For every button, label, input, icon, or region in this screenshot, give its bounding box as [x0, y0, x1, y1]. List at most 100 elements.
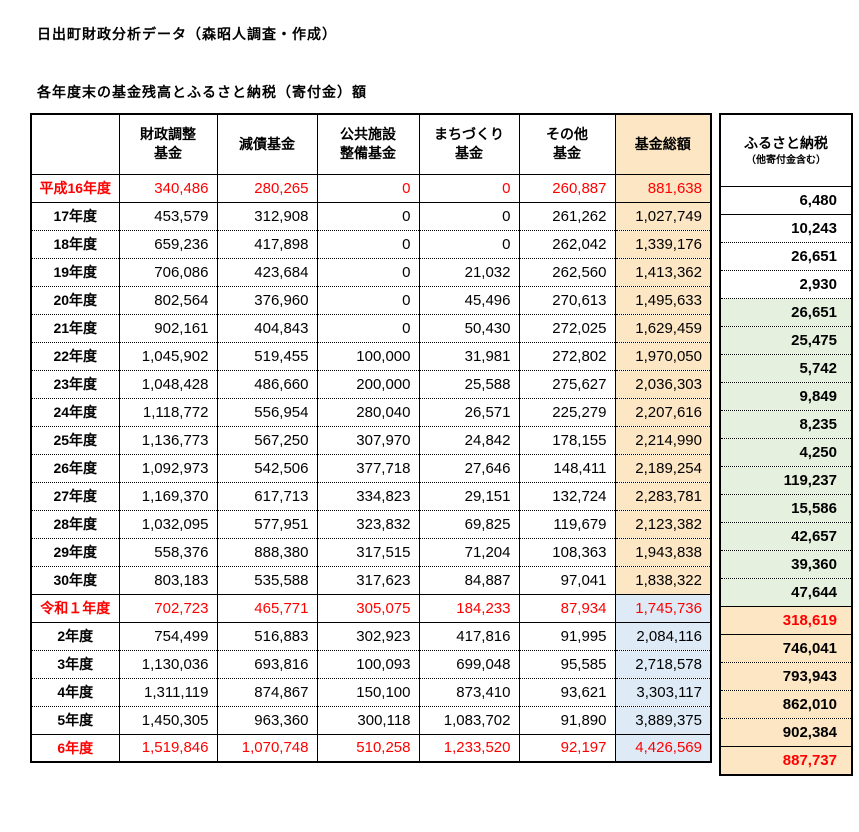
funds-table-body: 平成16年度 340,486 280,265 0 0 260,887 881,638 17年度…	[31, 174, 711, 762]
furusato-row: 15,586	[720, 494, 852, 524]
fund-value-cell: 97,041	[519, 566, 616, 595]
fund-value-cell: 69,825	[419, 510, 520, 539]
fund-value-cell: 132,724	[519, 482, 616, 511]
fund-value-cell: 275,627	[519, 370, 616, 399]
year-cell: 29年度	[31, 538, 120, 567]
fund-value-cell: 1,070,748	[217, 734, 318, 762]
year-cell: 23年度	[31, 370, 120, 399]
year-cell: 5年度	[31, 706, 120, 735]
furusato-value-cell: 318,619	[720, 606, 852, 636]
column-header-other-funds: その他 基金	[519, 114, 616, 175]
fund-value-cell: 1,169,370	[119, 482, 218, 511]
fund-value-cell: 100,000	[317, 342, 420, 371]
fund-value-cell: 0	[419, 230, 520, 259]
fund-value-cell: 305,075	[317, 594, 420, 623]
total-funds-cell: 2,084,116	[615, 622, 711, 651]
year-cell: 令和１年度	[31, 594, 120, 623]
column-header-public-facilities-fund: 公共施設 整備基金	[317, 114, 420, 175]
table-row: 5年度 1,450,305 963,360 300,118 1,083,702 91,89…	[31, 706, 711, 735]
furusato-value-cell: 6,480	[720, 186, 852, 216]
furusato-row: 4,250	[720, 438, 852, 468]
furusato-value-cell: 26,651	[720, 242, 852, 272]
table-row: 29年度 558,376 888,380 317,515 71,204 108,363 1,…	[31, 538, 711, 567]
year-cell: 2年度	[31, 622, 120, 651]
table-row: 3年度 1,130,036 693,816 100,093 699,048 95,585 2…	[31, 650, 711, 679]
fund-value-cell: 71,204	[419, 538, 520, 567]
furusato-row: 902,384	[720, 718, 852, 748]
fund-value-cell: 184,233	[419, 594, 520, 623]
furusato-row: 42,657	[720, 522, 852, 552]
furusato-row: 5,742	[720, 354, 852, 384]
table-row: 25年度 1,136,773 567,250 307,970 24,842 178,155…	[31, 426, 711, 455]
fund-value-cell: 302,923	[317, 622, 420, 651]
fund-value-cell: 225,279	[519, 398, 616, 427]
total-funds-cell: 2,283,781	[615, 482, 711, 511]
fund-value-cell: 26,571	[419, 398, 520, 427]
fund-value-cell: 323,832	[317, 510, 420, 539]
total-funds-cell: 2,718,578	[615, 650, 711, 679]
fund-value-cell: 91,890	[519, 706, 616, 735]
table-row: 2年度 754,499 516,883 302,923 417,816 91,995 2,0…	[31, 622, 711, 651]
fund-value-cell: 1,136,773	[119, 426, 218, 455]
year-cell: 30年度	[31, 566, 120, 595]
fund-value-cell: 1,083,702	[419, 706, 520, 735]
fund-value-cell: 1,118,772	[119, 398, 218, 427]
table-row: 18年度 659,236 417,898 0 0 262,042 1,339,176	[31, 230, 711, 259]
fund-value-cell: 92,197	[519, 734, 616, 762]
fund-value-cell: 556,954	[217, 398, 318, 427]
fund-value-cell: 340,486	[119, 174, 218, 203]
furusato-row: 318,619	[720, 606, 852, 636]
header-row: 財政調整 基金 減債基金 公共施設 整備基金 まちづくり 基金 その他 基金 基…	[31, 114, 711, 175]
fund-value-cell: 802,564	[119, 286, 218, 315]
total-funds-cell: 1,745,736	[615, 594, 711, 623]
fund-value-cell: 272,802	[519, 342, 616, 371]
total-funds-cell: 881,638	[615, 174, 711, 203]
fund-value-cell: 95,585	[519, 650, 616, 679]
fund-value-cell: 535,588	[217, 566, 318, 595]
year-cell: 24年度	[31, 398, 120, 427]
fund-value-cell: 874,867	[217, 678, 318, 707]
total-funds-cell: 1,970,050	[615, 342, 711, 371]
fund-value-cell: 0	[317, 174, 420, 203]
fund-value-cell: 29,151	[419, 482, 520, 511]
table-row: 27年度 1,169,370 617,713 334,823 29,151 132,724…	[31, 482, 711, 511]
fund-value-cell: 334,823	[317, 482, 420, 511]
total-funds-cell: 2,189,254	[615, 454, 711, 483]
table-row: 6年度 1,519,846 1,070,748 510,258 1,233,520 92,…	[31, 734, 711, 762]
fund-value-cell: 1,032,095	[119, 510, 218, 539]
column-header-town-development-fund: まちづくり 基金	[419, 114, 520, 175]
fund-value-cell: 558,376	[119, 538, 218, 567]
fund-value-cell: 423,684	[217, 258, 318, 287]
total-funds-cell: 3,303,117	[615, 678, 711, 707]
fund-value-cell: 50,430	[419, 314, 520, 343]
year-cell: 4年度	[31, 678, 120, 707]
total-funds-cell: 2,214,990	[615, 426, 711, 455]
table-row: 19年度 706,086 423,684 0 21,032 262,560 1,413,36…	[31, 258, 711, 287]
table-row: 26年度 1,092,973 542,506 377,718 27,646 148,411…	[31, 454, 711, 483]
fund-value-cell: 45,496	[419, 286, 520, 315]
page-title: 日出町財政分析データ（森昭人調査・作成）	[37, 26, 337, 42]
fund-value-cell: 300,118	[317, 706, 420, 735]
total-funds-cell: 1,027,749	[615, 202, 711, 231]
year-cell: 27年度	[31, 482, 120, 511]
furusato-value-cell: 746,041	[720, 634, 852, 664]
fund-value-cell: 21,032	[419, 258, 520, 287]
fund-value-cell: 803,183	[119, 566, 218, 595]
furusato-value-cell: 902,384	[720, 718, 852, 748]
fund-value-cell: 693,816	[217, 650, 318, 679]
year-cell: 22年度	[31, 342, 120, 371]
furusato-value-cell: 793,943	[720, 662, 852, 692]
fund-value-cell: 25,588	[419, 370, 520, 399]
table-row: 28年度 1,032,095 577,951 323,832 69,825 119,679…	[31, 510, 711, 539]
fund-value-cell: 542,506	[217, 454, 318, 483]
furusato-row: 119,237	[720, 466, 852, 496]
furusato-row: 8,235	[720, 410, 852, 440]
furusato-value-cell: 9,849	[720, 382, 852, 412]
furusato-row: 2,930	[720, 270, 852, 300]
fund-value-cell: 1,233,520	[419, 734, 520, 762]
funds-table: 財政調整 基金 減債基金 公共施設 整備基金 まちづくり 基金 その他 基金 基…	[30, 113, 712, 763]
furusato-value-cell: 887,737	[720, 746, 852, 775]
table-row: 23年度 1,048,428 486,660 200,000 25,588 275,627…	[31, 370, 711, 399]
fund-value-cell: 1,130,036	[119, 650, 218, 679]
furusato-value-cell: 10,243	[720, 214, 852, 244]
